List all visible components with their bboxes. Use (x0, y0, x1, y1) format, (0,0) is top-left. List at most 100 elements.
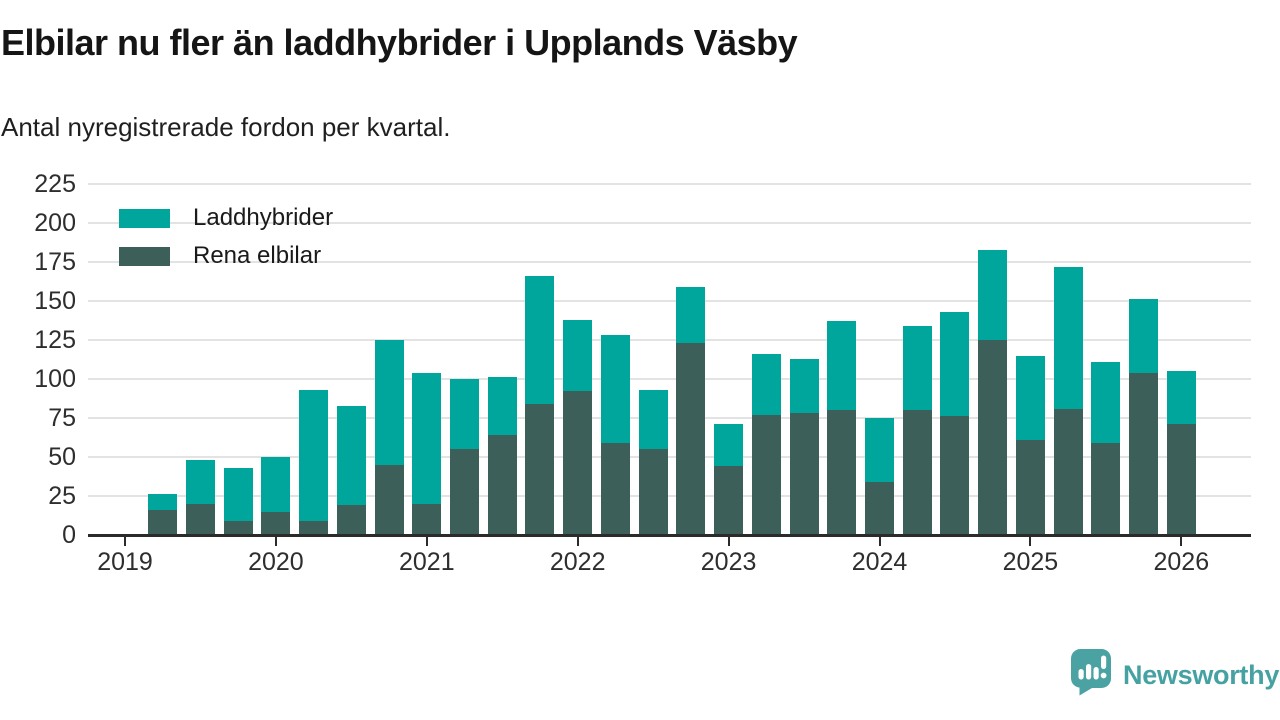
bar-2019-q2 (148, 494, 178, 535)
bar-2021-q1 (412, 372, 442, 535)
bar-2021-q4 (525, 276, 555, 535)
bar-segment-rena-elbilar-2020-q3 (336, 505, 366, 535)
bar-2024-q3 (940, 311, 970, 535)
bar-2021-q3 (487, 377, 517, 535)
legend-swatch-1 (119, 246, 170, 266)
gridline-y-150 (88, 300, 1251, 302)
bar-segment-rena-elbilar-2019-q4 (223, 520, 253, 535)
x-axis-year-label-2025: 2025 (1002, 548, 1059, 576)
bar-segment-laddhybrider-2020-q2 (299, 389, 329, 521)
bar-segment-rena-elbilar-2020-q4 (374, 464, 404, 535)
bar-segment-laddhybrider-2021-q3 (487, 377, 517, 436)
bar-segment-rena-elbilar-2023-q3 (789, 413, 819, 535)
gridline-y-25 (88, 495, 1251, 497)
gridline-y-50 (88, 456, 1251, 458)
bar-2020-q1 (261, 457, 291, 535)
bar-segment-laddhybrider-2024-q4 (978, 249, 1008, 340)
x-axis-year-label-2023: 2023 (700, 548, 757, 576)
x-axis-tick-2024 (878, 537, 881, 546)
y-axis-tick-label: 75 (48, 404, 76, 432)
y-axis-tick-label: 100 (34, 365, 76, 393)
x-axis-year-label-2020: 2020 (248, 548, 304, 576)
bar-segment-rena-elbilar-2026-q1 (1166, 424, 1196, 535)
bar-segment-rena-elbilar-2025-q3 (1091, 442, 1121, 535)
bar-segment-laddhybrider-2024-q2 (902, 325, 932, 411)
bar-segment-laddhybrider-2024-q1 (865, 418, 894, 482)
bar-segment-rena-elbilar-2025-q4 (1129, 372, 1159, 535)
gridline-y-125 (88, 339, 1251, 341)
bar-2019-q3 (185, 460, 215, 535)
bar-2019-q4 (223, 467, 253, 535)
bar-segment-rena-elbilar-2020-q2 (299, 520, 329, 535)
bar-segment-laddhybrider-2025-q3 (1091, 361, 1121, 443)
bar-segment-rena-elbilar-2024-q1 (865, 481, 894, 535)
bar-2025-q2 (1053, 266, 1083, 535)
x-axis-year-label-2019: 2019 (97, 548, 153, 576)
legend-item-laddhybrider: Laddhybrider (119, 204, 333, 231)
legend-swatch-0 (119, 208, 170, 228)
bar-2020-q4 (374, 340, 404, 535)
bar-segment-rena-elbilar-2021-q4 (525, 403, 555, 535)
bar-segment-rena-elbilar-2024-q2 (902, 410, 932, 535)
chart-title: Elbilar nu fler än laddhybrider i Upplan… (1, 22, 798, 63)
gridline-y-75 (88, 417, 1251, 419)
bar-2022-q3 (638, 389, 668, 535)
bar-segment-laddhybrider-2021-q4 (525, 276, 555, 404)
y-axis-tick-label: 225 (34, 170, 76, 198)
bar-segment-rena-elbilar-2025-q1 (1015, 439, 1045, 535)
bar-segment-rena-elbilar-2020-q1 (261, 511, 291, 535)
bar-segment-rena-elbilar-2021-q2 (450, 449, 480, 535)
gridline-y-200 (88, 222, 1251, 224)
gridline-y-100 (88, 378, 1251, 380)
bar-segment-laddhybrider-2022-q2 (600, 335, 630, 443)
bar-segment-rena-elbilar-2024-q4 (978, 339, 1008, 535)
bar-segment-laddhybrider-2025-q4 (1129, 299, 1159, 373)
bar-2020-q2 (299, 389, 329, 535)
bar-2022-q4 (676, 286, 706, 535)
x-axis-year-label-2024: 2024 (851, 548, 908, 576)
bar-segment-rena-elbilar-2021-q3 (487, 435, 517, 535)
bar-2025-q1 (1015, 355, 1045, 535)
bar-segment-laddhybrider-2021-q1 (412, 372, 442, 504)
bar-2023-q1 (714, 424, 744, 535)
bar-segment-laddhybrider-2020-q1 (261, 457, 291, 512)
bar-segment-laddhybrider-2022-q1 (563, 319, 593, 392)
x-axis-tick-2026 (1180, 537, 1183, 546)
bar-segment-rena-elbilar-2021-q1 (412, 503, 442, 535)
x-axis-tick-2025 (1029, 537, 1032, 546)
bar-segment-laddhybrider-2020-q4 (374, 340, 404, 465)
bar-segment-laddhybrider-2019-q2 (148, 494, 178, 511)
newsworthy-brand: Newsworthy (1071, 649, 1279, 701)
bar-2025-q3 (1091, 361, 1121, 535)
gridline-y-225 (88, 183, 1251, 185)
y-axis-tick-label: 150 (34, 287, 76, 315)
bar-segment-laddhybrider-2020-q3 (336, 405, 366, 506)
bar-segment-laddhybrider-2026-q1 (1166, 371, 1196, 425)
x-axis-tick-2022 (576, 537, 579, 546)
y-axis-tick-label: 50 (48, 443, 76, 471)
chart-subtitle: Antal nyregistrerade fordon per kvartal. (1, 112, 451, 142)
x-axis-tick-2021 (425, 537, 428, 546)
bar-2020-q3 (336, 405, 366, 535)
chart-legend: Laddhybrider Rena elbilar (119, 204, 333, 281)
y-axis-tick-label: 175 (34, 248, 76, 276)
bar-segment-rena-elbilar-2023-q1 (714, 466, 744, 535)
x-axis-year-label-2021: 2021 (398, 548, 455, 576)
y-axis-tick-label: 0 (62, 521, 76, 549)
bar-2024-q2 (902, 325, 932, 535)
bar-segment-laddhybrider-2022-q3 (638, 389, 668, 450)
bar-2026-q1 (1166, 371, 1196, 535)
bar-segment-laddhybrider-2019-q3 (185, 460, 215, 504)
bar-segment-laddhybrider-2023-q1 (714, 424, 744, 467)
bar-2025-q4 (1129, 299, 1159, 535)
bar-segment-laddhybrider-2023-q2 (751, 354, 781, 415)
x-axis-tick-2019 (124, 537, 126, 546)
y-axis-tick-label: 25 (48, 482, 76, 510)
bar-segment-rena-elbilar-2024-q3 (940, 416, 970, 535)
bar-segment-laddhybrider-2021-q2 (450, 379, 480, 450)
bar-2023-q4 (827, 321, 857, 535)
bar-segment-laddhybrider-2023-q4 (827, 321, 857, 411)
bar-2024-q4 (978, 249, 1008, 535)
bar-2022-q2 (600, 335, 630, 535)
